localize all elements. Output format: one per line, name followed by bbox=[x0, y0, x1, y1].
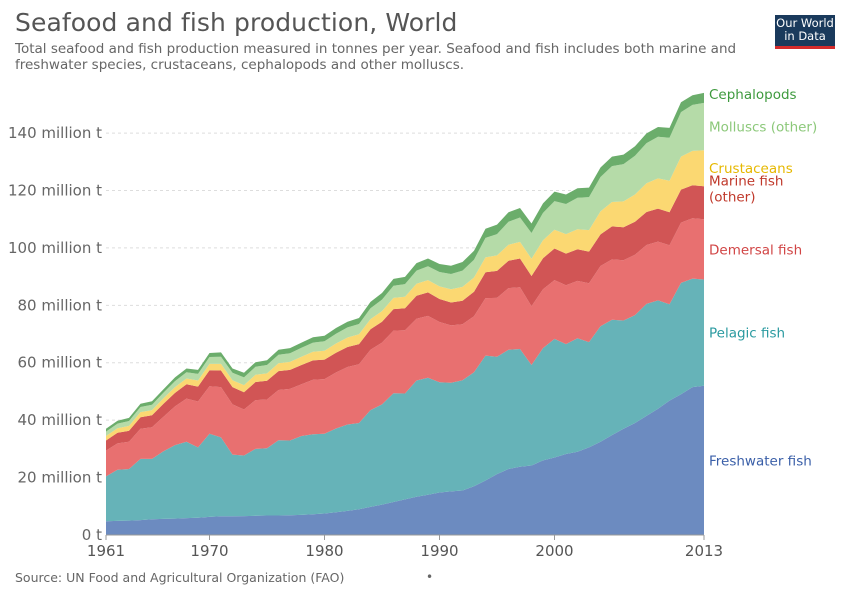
x-tick-label: 1980 bbox=[305, 542, 343, 560]
series-label[interactable]: Marine fish bbox=[709, 174, 783, 190]
chart-subtitle: Total seafood and fish production measur… bbox=[15, 41, 737, 73]
stacked-areas bbox=[106, 92, 704, 535]
series-label[interactable]: Demersal fish bbox=[709, 242, 802, 258]
y-tick-label: 60 million t bbox=[18, 354, 103, 372]
series-label[interactable]: Crustaceans bbox=[709, 161, 793, 177]
owid-logo[interactable]: Our World in Data bbox=[775, 15, 835, 49]
y-tick-label: 0 t bbox=[82, 526, 102, 544]
x-tick-label: 1970 bbox=[190, 542, 228, 560]
area-pelagic-fish[interactable] bbox=[106, 278, 704, 522]
page-title: Seafood and fish production, World bbox=[15, 8, 458, 37]
series-label[interactable]: Pelagic fish bbox=[709, 326, 785, 342]
y-tick-label: 140 million t bbox=[8, 124, 102, 142]
series-label[interactable]: Cephalopods bbox=[709, 87, 797, 103]
series-label[interactable]: Molluscs (other) bbox=[709, 120, 817, 136]
y-tick-label: 120 million t bbox=[8, 181, 102, 199]
series-label[interactable]: (other) bbox=[709, 190, 756, 206]
y-tick-label: 40 million t bbox=[18, 411, 103, 429]
y-tick-label: 80 million t bbox=[18, 296, 103, 314]
area-demersal-fish[interactable] bbox=[106, 218, 704, 477]
y-tick-label: 100 million t bbox=[8, 239, 102, 257]
y-tick-label: 20 million t bbox=[18, 469, 103, 487]
x-axis-ticks: 1961 1970 1980 1990 2000 2013 bbox=[87, 534, 723, 560]
x-tick-label: 2013 bbox=[685, 542, 723, 560]
series-labels: Freshwater fish Pelagic fish Demersal fish… bbox=[709, 87, 817, 469]
source-note[interactable]: Source: UN Food and Agricultural Organiz… bbox=[15, 570, 345, 585]
logo-line-1: Our World bbox=[776, 16, 834, 30]
y-axis-ticks: 0 t 20 million t 40 million t 60 million t 8… bbox=[8, 124, 102, 544]
area-marine-fish-other[interactable] bbox=[106, 185, 704, 451]
series-label[interactable]: Freshwater fish bbox=[709, 453, 812, 469]
logo-line-2: in Data bbox=[784, 29, 826, 43]
x-tick-label: 2000 bbox=[535, 542, 573, 560]
x-tick-label: 1990 bbox=[420, 542, 458, 560]
x-tick-label: 1961 bbox=[87, 542, 125, 560]
area-freshwater-fish[interactable] bbox=[106, 385, 704, 535]
separator-dot: • bbox=[426, 570, 434, 584]
